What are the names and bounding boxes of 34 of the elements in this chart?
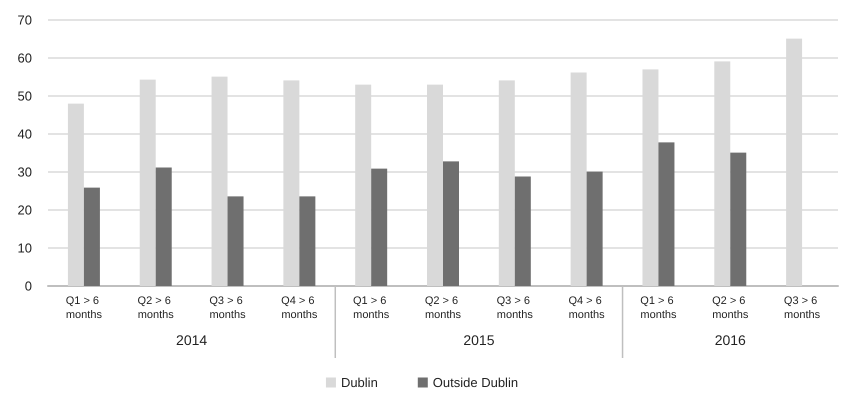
x-tick-label: Q4 > 6 months bbox=[281, 295, 318, 321]
x-tick-label: Q2 > 6 months bbox=[712, 295, 749, 321]
x-tick-label: Q4 > 6 months bbox=[568, 295, 606, 321]
x-tick-label: Q2 > 6 months bbox=[424, 295, 462, 321]
legend-label: Outside Dublin bbox=[432, 375, 518, 390]
x-tick-label: Q3 > 6 months bbox=[209, 295, 246, 321]
y-tick-label: 50 bbox=[18, 88, 32, 104]
bar bbox=[443, 161, 459, 286]
y-tick-label: 0 bbox=[24, 278, 32, 294]
x-tick-label: Q3 > 6 months bbox=[784, 295, 821, 321]
x-tick-label: Q1 > 6 months bbox=[66, 295, 102, 321]
text: 2015 bbox=[463, 332, 495, 348]
y-tick-label: 30 bbox=[18, 164, 32, 180]
bar bbox=[299, 196, 316, 286]
x-tick-label: Q3 > 6 months bbox=[496, 295, 534, 321]
bar bbox=[730, 152, 746, 286]
x-tick-label: Q1 > 6 months bbox=[640, 295, 677, 321]
bar bbox=[156, 167, 172, 286]
bar bbox=[371, 168, 388, 286]
y-tick-label: 40 bbox=[18, 126, 32, 142]
y-tick-label: 70 bbox=[18, 12, 32, 28]
bar bbox=[658, 142, 674, 286]
text: 2014 bbox=[176, 332, 208, 348]
text: 2016 bbox=[714, 332, 746, 348]
x-tick-label: Q2 > 6 months bbox=[138, 295, 174, 321]
bar bbox=[514, 176, 531, 286]
bar bbox=[228, 196, 244, 286]
y-tick-label: 60 bbox=[18, 50, 32, 66]
x-tick-label: Q1 > 6 months bbox=[352, 295, 390, 321]
bar bbox=[84, 188, 100, 286]
legend-label: Dublin bbox=[340, 375, 378, 390]
y-tick-label: 10 bbox=[18, 240, 32, 256]
bar bbox=[586, 172, 603, 286]
y-tick-label: 20 bbox=[18, 202, 32, 218]
